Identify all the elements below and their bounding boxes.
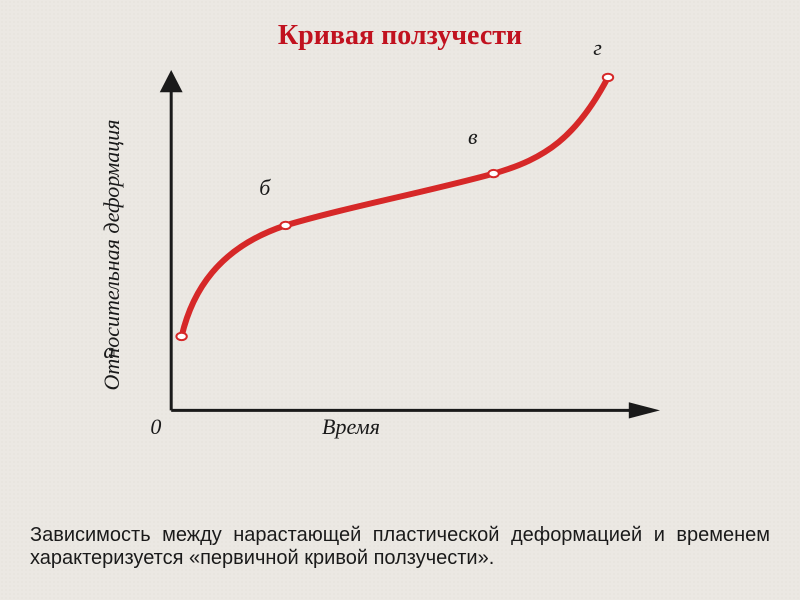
y-axis-arrow [160,70,183,92]
y-axis-label: Относительная деформация [99,120,125,391]
chart-svg [140,70,660,440]
x-axis-arrow [629,402,660,418]
origin-label: 0 [150,414,161,440]
y-axis-label-text: Относительная деформация [99,120,124,391]
curve-point [488,170,498,177]
caption-text: Зависимость между нарастающей пластическ… [30,524,770,570]
x-axis-label: Время [322,414,380,440]
creep-curve [182,77,608,336]
page-title: Кривая ползучести [0,20,800,52]
curve-point [176,333,186,340]
curve-point [603,74,613,81]
creep-curve-chart: Относительная деформация 0 Время абвг [140,70,660,440]
curve-point [280,222,290,229]
curve-points [176,74,613,340]
